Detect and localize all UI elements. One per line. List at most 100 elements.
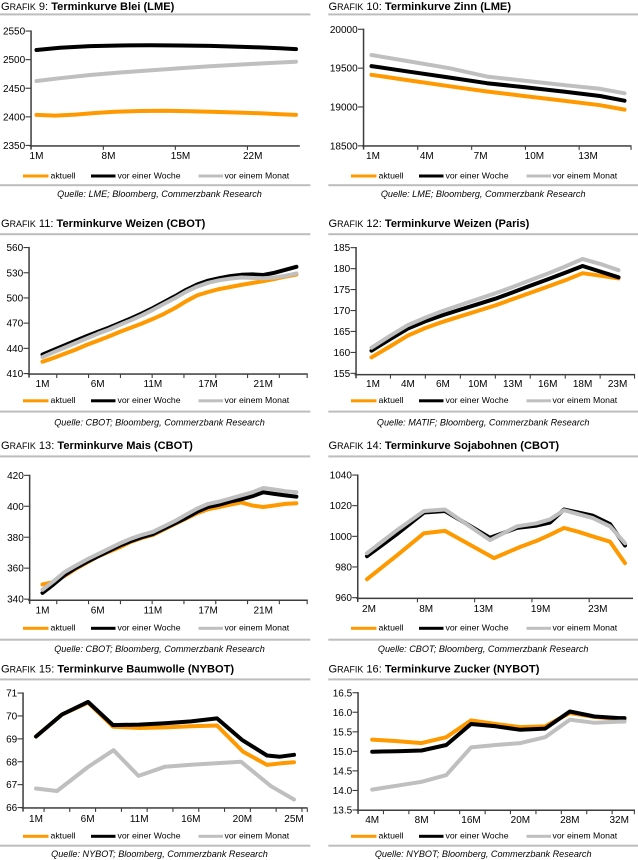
svg-text:68: 68 (6, 757, 18, 768)
svg-text:GRAFIK 12: Terminkurve Weizen: GRAFIK 12: Terminkurve Weizen (Paris) (329, 218, 530, 230)
svg-text:360: 360 (7, 564, 24, 575)
svg-text:16M: 16M (181, 814, 200, 825)
svg-text:500: 500 (7, 294, 24, 305)
svg-text:980: 980 (335, 563, 352, 574)
svg-text:20M: 20M (233, 814, 252, 825)
svg-text:19M: 19M (531, 604, 550, 615)
svg-text:6M: 6M (91, 379, 105, 390)
svg-text:13.5: 13.5 (333, 806, 353, 817)
svg-text:23M: 23M (608, 379, 627, 390)
svg-text:21M: 21M (253, 606, 272, 617)
svg-text:vor einer Woche: vor einer Woche (446, 395, 509, 405)
svg-text:25M: 25M (284, 814, 303, 825)
svg-text:10M: 10M (525, 151, 544, 162)
svg-text:8M: 8M (415, 815, 429, 826)
svg-text:6M: 6M (91, 606, 105, 617)
svg-text:vor einer Woche: vor einer Woche (118, 170, 181, 180)
svg-text:15M: 15M (171, 151, 190, 162)
svg-text:400: 400 (7, 502, 24, 513)
svg-text:aktuell: aktuell (379, 831, 404, 841)
svg-text:2350: 2350 (3, 141, 26, 152)
svg-text:16.0: 16.0 (333, 708, 353, 719)
svg-text:GRAFIK 16: Terminkurve Zucker: GRAFIK 16: Terminkurve Zucker (NYBOT) (329, 663, 540, 675)
svg-text:1000: 1000 (330, 532, 353, 543)
svg-text:160: 160 (334, 348, 351, 359)
svg-text:15.5: 15.5 (333, 727, 353, 738)
svg-text:960: 960 (335, 593, 352, 604)
svg-text:175: 175 (334, 285, 351, 296)
svg-text:19500: 19500 (330, 64, 358, 75)
svg-text:11M: 11M (144, 379, 163, 390)
svg-text:185: 185 (334, 243, 351, 254)
svg-text:GRAFIK 15: Terminkurve Baumwol: GRAFIK 15: Terminkurve Baumwolle (NYBOT) (1, 663, 234, 675)
svg-text:1M: 1M (30, 151, 44, 162)
svg-text:vor einem Monat: vor einem Monat (225, 831, 290, 841)
svg-text:vor einem Monat: vor einem Monat (553, 623, 618, 633)
svg-text:GRAFIK 13: Terminkurve Mais (C: GRAFIK 13: Terminkurve Mais (CBOT) (1, 440, 193, 452)
svg-text:Quelle: LME; Bloomberg, Commer: Quelle: LME; Bloomberg, Commerzbank Rese… (57, 189, 262, 199)
svg-text:vor einem Monat: vor einem Monat (225, 623, 290, 633)
svg-text:17M: 17M (198, 606, 217, 617)
svg-text:19000: 19000 (330, 103, 358, 114)
svg-text:2450: 2450 (3, 84, 26, 95)
svg-text:23M: 23M (588, 604, 607, 615)
svg-text:vor einer Woche: vor einer Woche (446, 831, 509, 841)
svg-text:13M: 13M (578, 151, 597, 162)
svg-text:2550: 2550 (3, 27, 26, 38)
svg-text:GRAFIK 10: Terminkurve Zinn (L: GRAFIK 10: Terminkurve Zinn (LME) (329, 1, 512, 13)
svg-text:vor einer Woche: vor einer Woche (446, 170, 509, 180)
svg-text:13M: 13M (474, 604, 493, 615)
svg-text:17M: 17M (198, 379, 217, 390)
svg-text:vor einer Woche: vor einer Woche (446, 623, 509, 633)
svg-text:155: 155 (334, 369, 351, 380)
svg-text:Quelle: NYBOT; Bloomberg, Comm: Quelle: NYBOT; Bloomberg, Commerzbank Re… (375, 849, 592, 859)
svg-text:vor einer Woche: vor einer Woche (118, 395, 181, 405)
svg-text:11M: 11M (130, 814, 149, 825)
svg-text:4M: 4M (420, 151, 434, 162)
svg-text:1M: 1M (366, 379, 380, 390)
svg-text:16.5: 16.5 (333, 688, 353, 699)
svg-text:14.5: 14.5 (333, 766, 353, 777)
svg-text:170: 170 (334, 306, 351, 317)
svg-text:GRAFIK 14: Terminkurve Sojaboh: GRAFIK 14: Terminkurve Sojabohnen (CBOT) (329, 440, 560, 452)
svg-text:20M: 20M (511, 815, 530, 826)
svg-text:70: 70 (6, 712, 18, 723)
svg-text:16M: 16M (538, 379, 557, 390)
svg-text:aktuell: aktuell (51, 623, 76, 633)
svg-text:340: 340 (7, 595, 24, 606)
svg-text:1040: 1040 (330, 471, 353, 482)
svg-text:Quelle: CBOT; Bloomberg, Comme: Quelle: CBOT; Bloomberg, Commerzbank Res… (378, 644, 589, 654)
svg-text:aktuell: aktuell (379, 170, 404, 180)
svg-text:aktuell: aktuell (51, 395, 76, 405)
svg-text:420: 420 (7, 471, 24, 482)
svg-text:2400: 2400 (3, 112, 26, 123)
svg-text:71: 71 (6, 689, 18, 700)
svg-text:1020: 1020 (330, 501, 353, 512)
svg-text:vor einem Monat: vor einem Monat (553, 170, 618, 180)
svg-text:21M: 21M (253, 379, 272, 390)
svg-text:Quelle: CBOT; Bloomberg, Comme: Quelle: CBOT; Bloomberg, Commerzbank Res… (54, 417, 265, 427)
svg-text:4M: 4M (365, 815, 379, 826)
svg-text:380: 380 (7, 533, 24, 544)
svg-text:GRAFIK 11: Terminkurve Weizen: GRAFIK 11: Terminkurve Weizen (CBOT) (1, 218, 206, 230)
svg-text:Quelle: LME; Bloomberg, Commer: Quelle: LME; Bloomberg, Commerzbank Rese… (381, 189, 586, 199)
svg-text:4M: 4M (401, 379, 415, 390)
svg-text:1M: 1M (36, 379, 50, 390)
svg-text:18500: 18500 (330, 141, 358, 152)
svg-text:8M: 8M (419, 604, 433, 615)
svg-text:15.0: 15.0 (333, 747, 353, 758)
svg-text:2M: 2M (362, 604, 376, 615)
svg-text:560: 560 (7, 243, 24, 254)
svg-text:440: 440 (7, 344, 24, 355)
svg-text:165: 165 (334, 327, 351, 338)
svg-text:aktuell: aktuell (51, 170, 76, 180)
svg-text:1M: 1M (366, 151, 380, 162)
svg-text:vor einem Monat: vor einem Monat (225, 395, 290, 405)
svg-text:1M: 1M (29, 814, 43, 825)
svg-text:aktuell: aktuell (51, 831, 76, 841)
svg-text:Quelle: MATIF; Bloomberg, Comm: Quelle: MATIF; Bloomberg, Commerzbank Re… (377, 417, 590, 427)
svg-text:vor einem Monat: vor einem Monat (553, 831, 618, 841)
svg-text:10M: 10M (468, 379, 487, 390)
svg-text:180: 180 (334, 264, 351, 275)
svg-text:28M: 28M (560, 815, 579, 826)
